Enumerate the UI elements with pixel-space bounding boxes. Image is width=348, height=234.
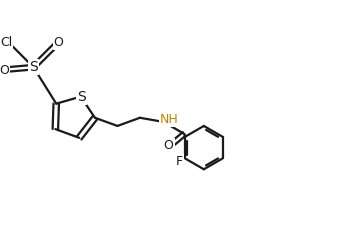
Text: O: O bbox=[164, 139, 174, 152]
Text: O: O bbox=[0, 64, 9, 77]
Text: S: S bbox=[78, 90, 86, 104]
Text: NH: NH bbox=[160, 113, 179, 126]
Text: S: S bbox=[29, 60, 38, 74]
Text: Cl: Cl bbox=[0, 36, 12, 49]
Text: O: O bbox=[54, 36, 63, 49]
Text: F: F bbox=[176, 155, 183, 168]
